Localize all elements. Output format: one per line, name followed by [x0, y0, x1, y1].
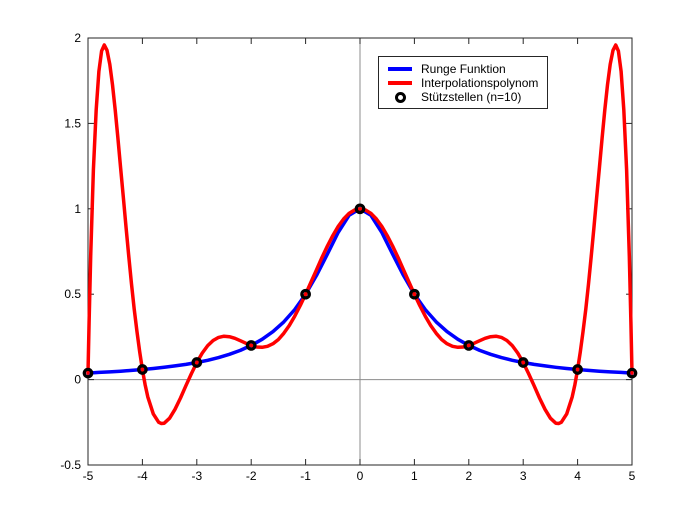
legend-item-label: Interpolationspolynom [421, 76, 539, 90]
x-tick-label: -4 [137, 469, 148, 483]
open-circle-marker-icon [394, 91, 406, 103]
red-line-swatch [388, 81, 412, 85]
y-tick-label: 1.5 [64, 116, 81, 130]
x-tick-label: 0 [357, 469, 364, 483]
y-tick-label: 0 [74, 373, 81, 387]
support-point-marker [463, 340, 475, 351]
x-tick-label: 1 [411, 469, 418, 483]
legend-swatch-wrap [388, 67, 412, 71]
x-tick-label: 5 [629, 469, 636, 483]
legend-item-label: Stützstellen (n=10) [421, 90, 522, 104]
y-tick-label: -0.5 [60, 458, 81, 472]
support-point-marker [626, 367, 638, 379]
support-point-marker [354, 203, 366, 215]
x-tick-label: 2 [465, 469, 472, 483]
support-point-marker [517, 357, 529, 368]
y-tick-label: 2 [74, 31, 81, 45]
support-point-marker [191, 357, 203, 368]
support-point-marker [409, 288, 420, 300]
x-tick-label: -1 [300, 469, 311, 483]
legend-item-stuetzstellen: Stützstellen (n=10) [388, 90, 547, 104]
legend-item-label: Runge Funktion [421, 62, 506, 76]
x-tick-label: -3 [191, 469, 202, 483]
support-point-marker [82, 367, 94, 379]
support-point-marker [300, 288, 311, 300]
interpolation-polynomial-curve [86, 43, 634, 426]
legend-item-runge-funktion: Runge Funktion [388, 62, 547, 76]
support-point-marker [572, 364, 583, 375]
legend-swatch-wrap [388, 91, 412, 103]
legend-item-interpolationspolynom: Interpolationspolynom [388, 76, 547, 90]
x-tick-label: -5 [83, 469, 94, 483]
y-tick-label: 1 [74, 202, 81, 216]
legend-swatch-wrap [388, 81, 412, 85]
support-point-marker [245, 340, 257, 351]
x-tick-label: -2 [246, 469, 257, 483]
x-tick-label: 4 [574, 469, 581, 483]
x-tick-label: 3 [520, 469, 527, 483]
legend-box: Runge Funktion Interpolationspolynom Stü… [378, 56, 548, 109]
blue-line-swatch [388, 67, 412, 71]
y-tick-label: 0.5 [64, 287, 81, 301]
support-point-marker [137, 364, 148, 375]
